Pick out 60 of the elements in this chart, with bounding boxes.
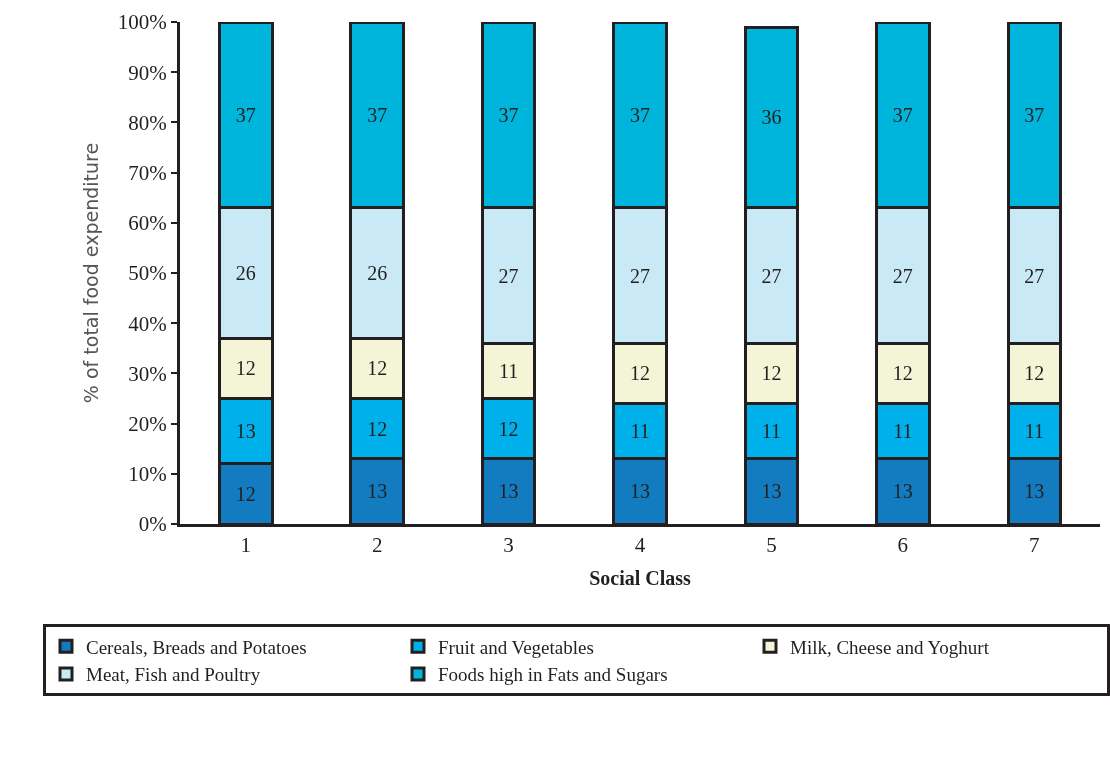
data-label: 27: [1024, 264, 1045, 287]
x-axis-title: Social Class: [589, 566, 692, 589]
y-tick-label: 50%: [128, 261, 167, 286]
y-tick-label: 40%: [128, 311, 167, 336]
data-label: 27: [892, 264, 913, 287]
data-label: 12: [235, 357, 256, 380]
data-label: 27: [630, 264, 650, 287]
data-label: 36: [761, 106, 782, 129]
data-label: 12: [367, 417, 388, 440]
data-label: 11: [761, 420, 782, 443]
data-label: 26: [235, 262, 256, 284]
legend-label: Cereals, Breads and Potatoes: [86, 636, 307, 658]
data-label: 11: [498, 359, 519, 382]
data-label: 27: [498, 264, 519, 287]
data-label: 13: [892, 480, 913, 503]
data-label: 13: [630, 480, 650, 503]
data-label: 12: [761, 362, 782, 385]
y-tick-label: 60%: [128, 211, 167, 236]
data-label: 37: [1024, 103, 1045, 126]
y-tick-label: 10%: [128, 462, 167, 487]
legend-label: Milk, Cheese and Yoghurt: [790, 636, 990, 658]
y-tick-label: 80%: [128, 110, 167, 135]
data-label: 37: [630, 103, 650, 126]
y-tick-label: 100%: [117, 10, 167, 35]
data-label: 37: [367, 103, 388, 126]
y-tick-label: 90%: [128, 60, 167, 85]
data-label: 12: [498, 417, 519, 440]
data-label: 12: [892, 362, 913, 385]
y-tick-label: 70%: [128, 160, 167, 185]
legend-label: Foods high in Fats and Sugars: [438, 664, 668, 686]
data-label: 13: [761, 480, 782, 503]
data-label: 26: [367, 262, 388, 284]
legend-label: Fruit and Vegetables: [438, 636, 594, 658]
data-label: 27: [761, 264, 782, 287]
x-tick-label: 5: [766, 533, 777, 558]
data-label: 12: [1024, 362, 1045, 385]
x-tick-label: 3: [503, 533, 514, 558]
data-label: 37: [235, 103, 256, 126]
data-label: 13: [498, 480, 519, 503]
legend-label: Meat, Fish and Poultry: [86, 664, 261, 686]
y-tick-label: 20%: [128, 411, 167, 436]
x-tick-label: 1: [240, 533, 251, 558]
data-label: 11: [1024, 420, 1044, 443]
y-axis-title: % of total food expenditure: [79, 142, 102, 404]
data-label: 12: [235, 482, 256, 505]
x-tick-label: 7: [1029, 533, 1040, 558]
x-tick-label: 4: [634, 533, 646, 558]
y-tick-label: 30%: [128, 361, 167, 386]
data-label: 13: [367, 480, 388, 503]
data-label: 13: [235, 420, 256, 443]
data-label: 11: [893, 420, 913, 443]
x-tick-label: 6: [897, 533, 909, 558]
y-tick-label: 0%: [138, 512, 167, 537]
data-label: 11: [630, 420, 650, 443]
data-label: 13: [1024, 480, 1045, 503]
data-label: 12: [367, 357, 388, 380]
x-tick-label: 2: [371, 533, 383, 558]
data-label: 12: [630, 362, 650, 385]
data-label: 37: [498, 103, 519, 126]
data-label: 37: [892, 103, 913, 126]
